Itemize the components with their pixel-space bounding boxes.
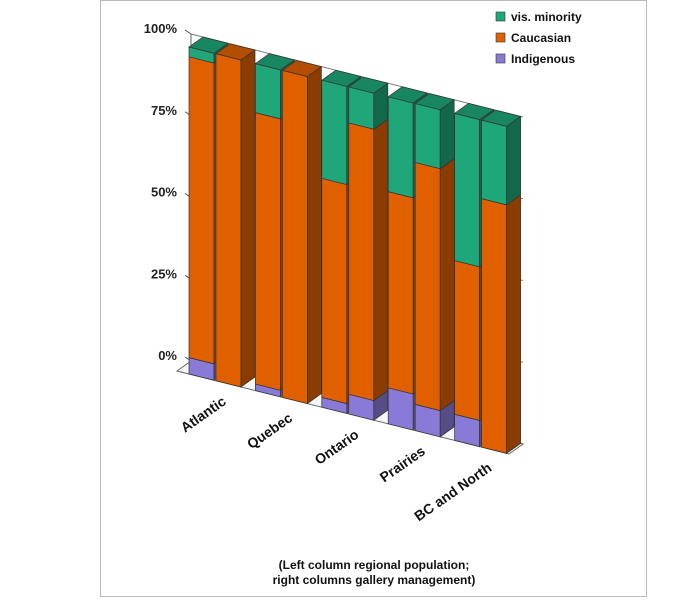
bar-segment-caucasian [215, 43, 256, 388]
bar-side-face [506, 194, 521, 455]
y-tick-mark [184, 29, 192, 35]
bar-front-face [454, 260, 480, 421]
bar-front-face [481, 198, 507, 454]
legend-label: Caucasian [511, 31, 571, 45]
chart-frame: 0% 25% 50% 75% 100% Atlantic Quebec Ontario Prai… [100, 0, 647, 597]
bar-front-face [255, 112, 281, 391]
bar-top-face [453, 103, 495, 121]
chart-note-line: right columns gallery management) [273, 573, 476, 587]
bar-front-face [255, 63, 281, 120]
bar-front-face [188, 56, 215, 365]
legend-swatch [495, 32, 506, 43]
bar-segment-vis-minority [347, 76, 389, 130]
bar-top-face [480, 109, 522, 127]
bar-side-face [439, 99, 455, 170]
bar-front-face [282, 69, 308, 405]
bar-front-face [414, 103, 441, 170]
bar-front-face [321, 79, 348, 185]
y-tick-label: 25% [151, 266, 177, 281]
bar-front-face [414, 161, 441, 412]
legend-label: vis. minority [511, 10, 582, 24]
bar-front-face [348, 122, 375, 402]
legend-swatch [495, 11, 506, 22]
category-label: Prairies [377, 443, 428, 486]
bar-front-face [348, 86, 375, 130]
legend-swatch [495, 53, 506, 64]
bar-front-face [387, 387, 414, 431]
bar-segment-caucasian [348, 118, 389, 402]
bar-top-face [347, 76, 389, 94]
bars [188, 36, 522, 455]
legend: vis. minority Caucasian Indigenous [495, 10, 582, 66]
bar-front-face [387, 191, 414, 395]
bar-top-face [254, 53, 296, 71]
bar-side-face [240, 49, 256, 388]
chart-note-line: (Left column regional population; [279, 558, 470, 572]
y-tick-label: 100% [144, 21, 178, 36]
y-tick-label: 0% [158, 348, 177, 363]
bar-top-face [387, 86, 429, 104]
bar-segment-caucasian [414, 157, 455, 412]
stacked-3d-bar-chart: 0% 25% 50% 75% 100% Atlantic Quebec Ontario Prai… [144, 10, 582, 587]
bar-front-face [321, 177, 348, 405]
bar-side-face [506, 115, 521, 206]
bar-front-face [215, 53, 242, 388]
category-label: Quebec [244, 409, 295, 452]
bar-front-face [454, 112, 480, 268]
bar-side-face [307, 65, 322, 405]
bar-top-face [320, 69, 362, 87]
bar-side-face [373, 118, 389, 402]
category-label: BC and North [411, 459, 494, 524]
y-tick-label: 75% [151, 103, 177, 118]
category-label: Ontario [312, 426, 362, 468]
bar-segment-vis-minority [414, 93, 456, 170]
bar-top-face [281, 59, 323, 77]
bar-segment-indigenous [348, 389, 389, 421]
bar-segment-vis-minority [188, 36, 229, 64]
bar-segment-vis-minority [480, 109, 522, 206]
bar-front-face [481, 119, 507, 206]
y-tick-label: 50% [151, 185, 177, 200]
bar-segment-caucasian [281, 59, 323, 405]
legend-label: Indigenous [511, 52, 575, 66]
category-label: Atlantic [177, 393, 228, 436]
bar-top-face [414, 93, 456, 111]
bar-front-face [387, 96, 414, 199]
bar-top-face [188, 36, 229, 54]
bar-side-face [439, 157, 455, 412]
bar-top-face [215, 43, 256, 61]
bar-segment-caucasian [481, 194, 521, 455]
